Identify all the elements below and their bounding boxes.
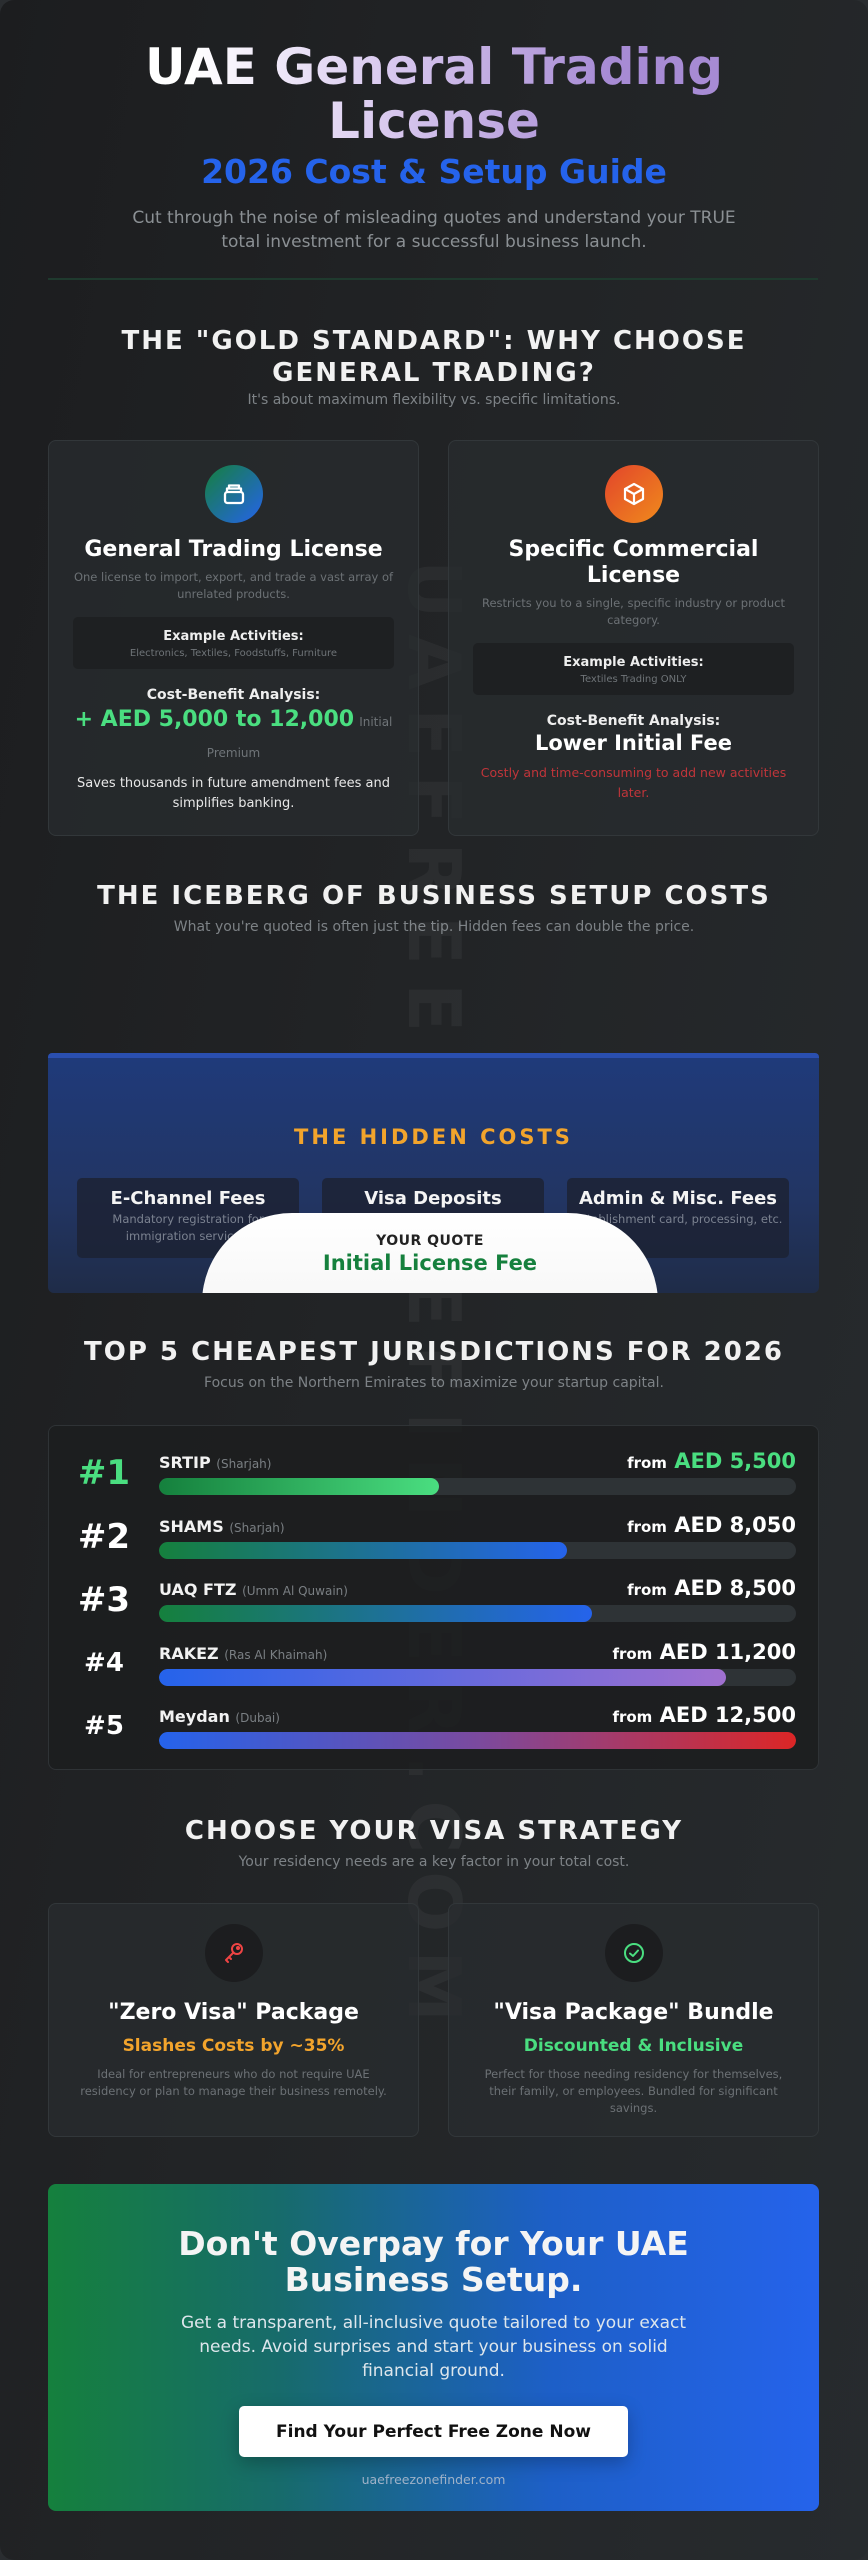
jurisdiction-price: from AED 5,500 bbox=[627, 1449, 796, 1473]
section-title-iceberg: THE ICEBERG OF BUSINESS SETUP COSTS bbox=[97, 881, 771, 911]
card-description: Ideal for entrepreneurs who do not requi… bbox=[80, 2067, 387, 2098]
example-value: Textiles Trading ONLY bbox=[580, 674, 687, 685]
archive-box-icon bbox=[204, 465, 263, 523]
price-bar bbox=[159, 1542, 567, 1559]
example-label: Example Activities: bbox=[163, 629, 304, 644]
example-value: Electronics, Textiles, Foodstuffs, Furni… bbox=[129, 648, 338, 659]
quote-value: Initial License Fee bbox=[322, 1251, 538, 1275]
rank: #5 bbox=[84, 1711, 124, 1741]
card-title: General Trading License bbox=[84, 537, 383, 562]
visa-card-zero-visa: "Zero Visa" Package Slashes Costs by ~35… bbox=[48, 1903, 419, 2137]
divider bbox=[48, 278, 818, 280]
cba-label: Cost-Benefit Analysis: bbox=[546, 713, 721, 729]
card-note: Saves thousands in future amendment fees… bbox=[77, 776, 390, 811]
section-title-visa: CHOOSE YOUR VISA STRATEGY bbox=[184, 1816, 684, 1846]
section-subtitle-jurisdictions: Focus on the Northern Emirates to maximi… bbox=[204, 1375, 664, 1391]
price-bar-track bbox=[159, 1478, 796, 1495]
jurisdiction-name: Meydan (Dubai) bbox=[159, 1707, 280, 1726]
card-highlight: Slashes Costs by ~35% bbox=[122, 2036, 345, 2056]
key-icon bbox=[204, 1924, 263, 1982]
hidden-cost-title: E-Channel Fees bbox=[110, 1188, 266, 1209]
card-title: Specific Commercial License bbox=[508, 537, 759, 588]
card-title: "Zero Visa" Package bbox=[108, 2000, 359, 2025]
check-circle-icon bbox=[604, 1924, 663, 1982]
website-link[interactable]: uaefreezonefinder.com bbox=[361, 2472, 506, 2487]
card-warning: Costly and time-consuming to add new act… bbox=[480, 765, 787, 800]
section-subtitle-gold-standard: It's about maximum flexibility vs. speci… bbox=[247, 392, 621, 408]
iceberg-diagram: THE HIDDEN COSTS E-Channel Fees Mandator… bbox=[48, 1053, 819, 1293]
hidden-cost-description: Mandatory registration for immigration s… bbox=[112, 1212, 264, 1243]
jurisdiction-name: SRTIP (Sharjah) bbox=[159, 1453, 272, 1472]
jurisdiction-location: (Sharjah) bbox=[216, 1457, 272, 1471]
jurisdiction-name: SHAMS (Sharjah) bbox=[159, 1517, 285, 1536]
jurisdiction-location: (Umm Al Quwain) bbox=[242, 1584, 348, 1598]
license-card-general-trading: General Trading License One license to i… bbox=[48, 440, 419, 836]
jurisdiction-location: (Sharjah) bbox=[229, 1521, 285, 1535]
example-activities-box: Example Activities: Textiles Trading ONL… bbox=[473, 643, 794, 695]
quote-label: YOUR QUOTE bbox=[376, 1233, 484, 1249]
hidden-cost-title: Admin & Misc. Fees bbox=[578, 1188, 778, 1209]
jurisdiction-price: from AED 8,500 bbox=[627, 1576, 796, 1600]
cba-value: + AED 5,000 to 12,000 bbox=[74, 707, 355, 732]
jurisdiction-price: from AED 11,200 bbox=[612, 1640, 796, 1664]
jurisdiction-price: from AED 8,050 bbox=[627, 1513, 796, 1537]
jurisdiction-row: #2 SHAMS (Sharjah) from AED 8,050 bbox=[49, 1513, 818, 1567]
price-bar-track bbox=[159, 1605, 796, 1622]
price-bar-track bbox=[159, 1669, 796, 1686]
cta-description: Get a transparent, all-inclusive quote t… bbox=[180, 2313, 687, 2381]
jurisdiction-name: UAQ FTZ (Umm Al Quwain) bbox=[159, 1580, 348, 1599]
price-bar-track bbox=[159, 1732, 796, 1749]
cta-title: Don't Overpay for Your UAE Business Setu… bbox=[178, 2224, 689, 2299]
price-bar-track bbox=[159, 1542, 796, 1559]
section-title-jurisdictions: TOP 5 CHEAPEST JURISDICTIONS FOR 2026 bbox=[83, 1337, 785, 1367]
jurisdiction-row: #3 UAQ FTZ (Umm Al Quwain) from AED 8,50… bbox=[49, 1576, 818, 1630]
rank: #4 bbox=[84, 1648, 124, 1678]
page-subtitle: 2026 Cost & Setup Guide bbox=[201, 152, 667, 191]
jurisdiction-row: #5 Meydan (Dubai) from AED 12,500 bbox=[49, 1703, 818, 1757]
jurisdiction-location: (Dubai) bbox=[235, 1711, 280, 1725]
jurisdiction-row: #4 RAKEZ (Ras Al Khaimah) from AED 11,20… bbox=[49, 1640, 818, 1694]
cba-value-line: + AED 5,000 to 12,000 Initial Premium bbox=[49, 705, 418, 768]
jurisdiction-row: #1 SRTIP (Sharjah) from AED 5,500 bbox=[49, 1449, 818, 1503]
jurisdiction-name: RAKEZ (Ras Al Khaimah) bbox=[159, 1644, 328, 1663]
hidden-cost-description: Establishment card, processing, etc. bbox=[573, 1212, 783, 1226]
example-label: Example Activities: bbox=[563, 655, 704, 670]
example-activities-box: Example Activities: Electronics, Textile… bbox=[73, 617, 394, 669]
card-description: Restricts you to a single, specific indu… bbox=[481, 596, 785, 627]
section-subtitle-iceberg: What you're quoted is often just the tip… bbox=[173, 919, 695, 935]
cba-label: Cost-Benefit Analysis: bbox=[146, 687, 321, 703]
license-card-specific-commercial: Specific Commercial License Restricts yo… bbox=[448, 440, 819, 836]
card-description: One license to import, export, and trade… bbox=[73, 570, 394, 601]
cube-icon bbox=[604, 465, 663, 523]
hero-description: Cut through the noise of misleading quot… bbox=[132, 208, 736, 252]
hidden-costs-title: THE HIDDEN COSTS bbox=[294, 1125, 573, 1149]
price-bar bbox=[159, 1605, 593, 1622]
jurisdiction-price: from AED 12,500 bbox=[612, 1703, 796, 1727]
rank: #3 bbox=[77, 1580, 131, 1620]
find-free-zone-button[interactable]: Find Your Perfect Free Zone Now bbox=[239, 2406, 628, 2457]
section-title-gold-standard: THE "GOLD STANDARD": WHY CHOOSE GENERAL … bbox=[121, 326, 747, 388]
your-quote-tip: YOUR QUOTE Initial License Fee bbox=[202, 1213, 658, 1293]
price-bar bbox=[159, 1669, 726, 1686]
cta-banner: Don't Overpay for Your UAE Business Setu… bbox=[48, 2184, 819, 2511]
rank: #1 bbox=[77, 1453, 131, 1493]
rank: #2 bbox=[77, 1517, 131, 1557]
visa-card-visa-package: "Visa Package" Bundle Discounted & Inclu… bbox=[448, 1903, 819, 2137]
card-description: Perfect for those needing residency for … bbox=[484, 2067, 783, 2115]
card-title: "Visa Package" Bundle bbox=[493, 2000, 774, 2025]
page-title: UAE General Trading License bbox=[0, 40, 868, 148]
price-bar bbox=[159, 1732, 796, 1749]
jurisdiction-ranking: #1 SRTIP (Sharjah) from AED 5,500 #2 SHA… bbox=[48, 1425, 819, 1770]
card-highlight: Discounted & Inclusive bbox=[523, 2036, 744, 2056]
jurisdiction-location: (Ras Al Khaimah) bbox=[224, 1648, 328, 1662]
section-subtitle-visa: Your residency needs are a key factor in… bbox=[238, 1854, 630, 1870]
cba-value: Lower Initial Fee bbox=[535, 731, 732, 755]
cba-suffix: Initial Premium bbox=[206, 715, 393, 760]
hidden-cost-title: Visa Deposits bbox=[364, 1188, 502, 1209]
price-bar bbox=[159, 1478, 440, 1495]
